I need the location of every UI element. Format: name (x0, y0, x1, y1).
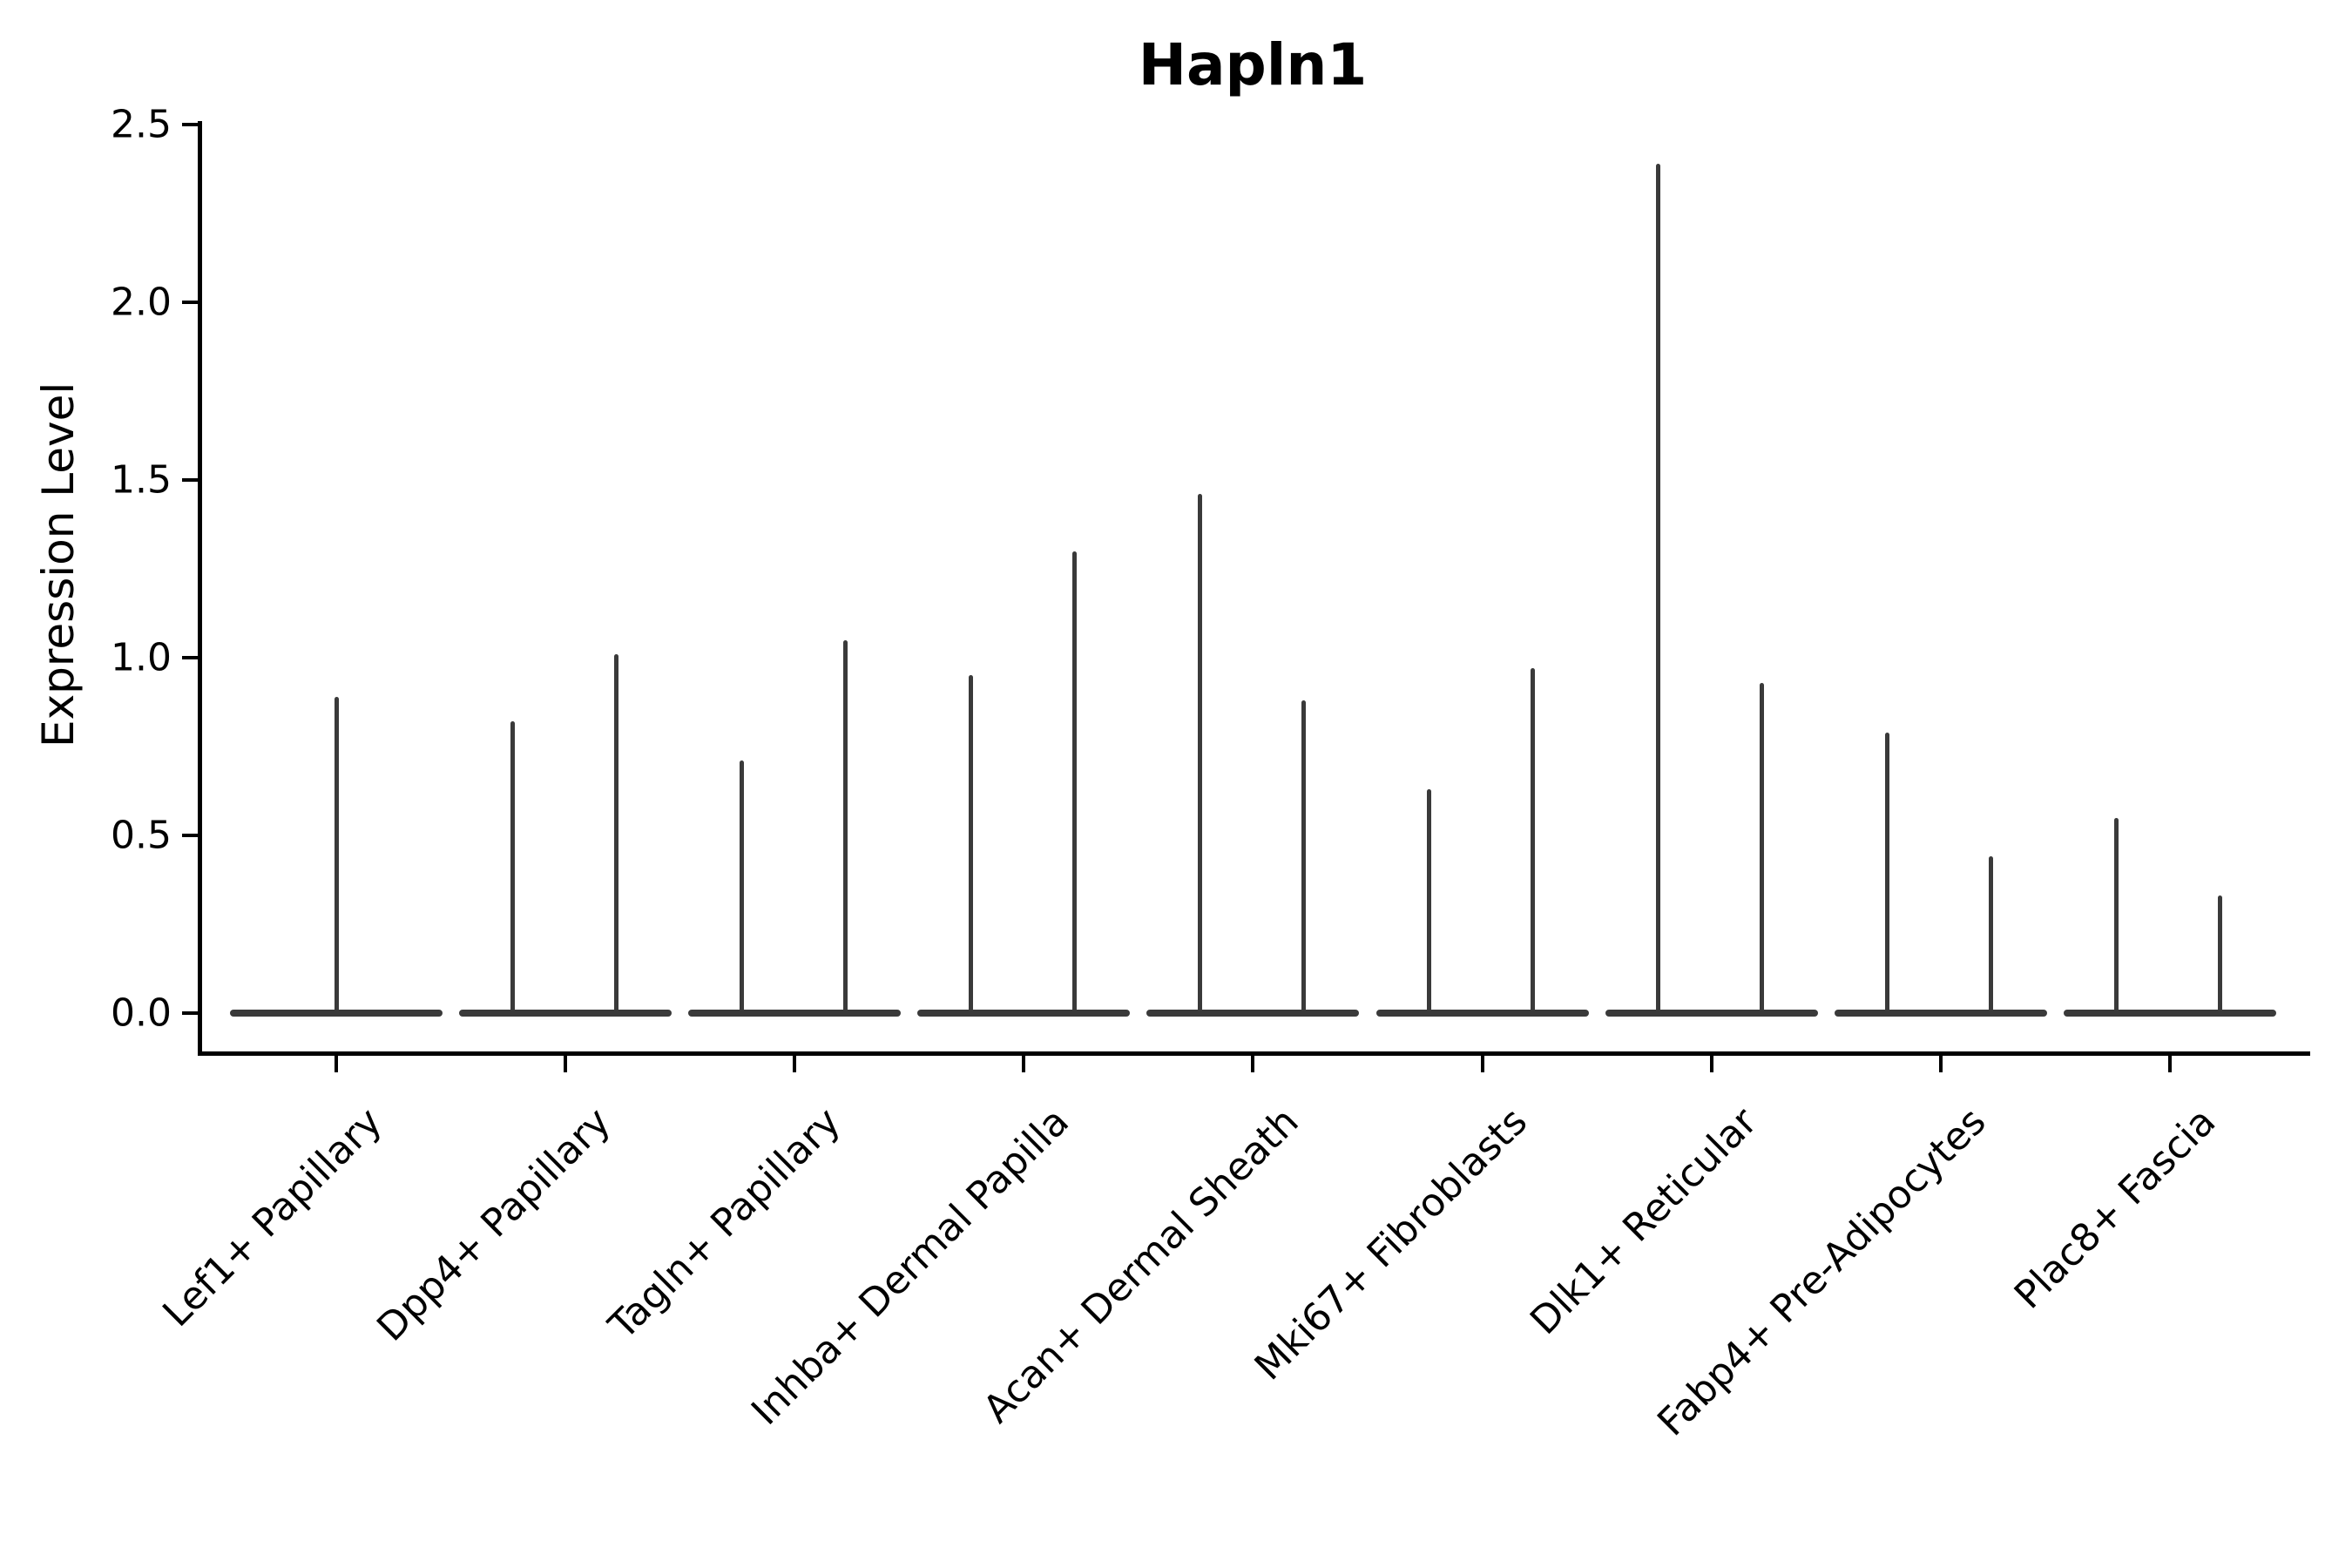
x-tick-mark (793, 1056, 797, 1072)
violin-base (1375, 1010, 1589, 1017)
x-tick-label: Tagln+ Papillary (599, 1099, 849, 1348)
violin-base (1146, 1010, 1360, 1017)
y-tick-label: 2.5 (111, 102, 172, 147)
x-tick-mark (1251, 1056, 1255, 1072)
violin-spike (334, 696, 339, 1015)
violin-spike (613, 653, 618, 1015)
violin-base (1605, 1010, 1818, 1017)
y-tick-mark (182, 1011, 198, 1015)
y-tick-label: 0.0 (111, 990, 172, 1036)
x-tick-mark (1022, 1056, 1026, 1072)
x-tick-label: Dlk1+ Reticular (1521, 1099, 1766, 1343)
violin-base (1834, 1010, 2047, 1017)
violin-spike (968, 675, 973, 1015)
violin-spike (1531, 668, 1535, 1015)
x-tick-mark (1480, 1056, 1484, 1072)
x-tick-label: Dpp4+ Papillary (368, 1099, 620, 1350)
violin-base (688, 1010, 902, 1017)
y-tick-label: 1.5 (111, 457, 172, 503)
x-tick-label: Plac8+ Fascia (2005, 1099, 2224, 1318)
violin-spike (510, 721, 515, 1015)
violin-spike (1071, 551, 1077, 1015)
y-tick-mark (182, 123, 198, 126)
violin-spike (842, 639, 848, 1015)
violin-base (459, 1010, 672, 1017)
y-tick-mark (182, 478, 198, 482)
y-tick-mark (182, 301, 198, 304)
violin-spike (2218, 896, 2223, 1015)
y-axis-label: Expression Level (33, 382, 84, 747)
violin-spike (1301, 700, 1306, 1015)
y-tick-mark (182, 834, 198, 837)
x-tick-mark (1938, 1056, 1943, 1072)
y-tick-label: 0.5 (111, 813, 172, 858)
violin-base (2063, 1010, 2276, 1017)
x-tick-mark (564, 1056, 568, 1072)
violin-spike (1885, 732, 1890, 1015)
violin-spike (1760, 682, 1765, 1015)
y-tick-label: 1.0 (111, 635, 172, 680)
y-tick-label: 2.0 (111, 280, 172, 325)
x-tick-mark (335, 1056, 338, 1072)
violin-spike (1989, 856, 1994, 1015)
violin-spike (2114, 817, 2119, 1015)
x-tick-mark (1709, 1056, 1713, 1072)
violin-spike (1197, 494, 1202, 1015)
violin-spike (1656, 163, 1661, 1015)
x-tick-label: Lef1+ Papillary (153, 1099, 391, 1336)
chart-title: Hapln1 (1138, 31, 1368, 98)
violin-spike (1427, 788, 1431, 1015)
violin-base (917, 1010, 1131, 1017)
violin-spike (739, 760, 744, 1015)
plot-area (198, 121, 2310, 1056)
x-tick-mark (2167, 1056, 2172, 1072)
y-tick-mark (182, 656, 198, 659)
